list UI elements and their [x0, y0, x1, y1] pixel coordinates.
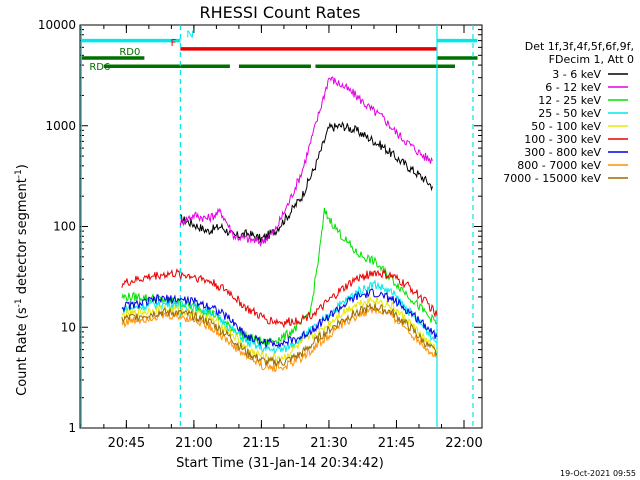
legend-entry-label: 800 - 7000 keV — [517, 159, 601, 172]
series-line — [121, 302, 438, 367]
vertical-markers — [80, 25, 474, 428]
x-tick-label: 20:45 — [108, 436, 145, 451]
y-axis-label-part-1: Count Rate (s — [15, 307, 30, 396]
y-tick-label: 100 — [53, 220, 76, 234]
state-bar-label-rd0: RD0 — [119, 47, 140, 58]
legend: Det 1f,3f,4f,5f,6f,9f, FDecim 1, Att 0 3… — [503, 40, 634, 185]
y-axis-label-part-3: ) — [15, 164, 30, 169]
y-axis-label-part-2: detector segment — [15, 178, 30, 298]
chart-title: RHESSI Count Rates — [200, 3, 361, 22]
data-series — [121, 76, 438, 373]
x-axis-label: Start Time (31-Jan-14 20:34:42) — [176, 456, 384, 471]
y-axis-label-sup-2: -1 — [14, 169, 24, 178]
legend-header-line-1: Det 1f,3f,4f,5f,6f,9f, — [525, 40, 634, 53]
series-line — [121, 268, 438, 329]
state-bars: NF RD0 RD6 — [81, 30, 478, 73]
state-bar-label-n: N — [186, 30, 193, 41]
series-line — [121, 288, 438, 349]
legend-entry-label: 3 - 6 keV — [552, 68, 601, 81]
x-tick-label: 21:30 — [310, 436, 347, 451]
y-axis-label: Count Rate (s-1 detector segment-1) — [14, 164, 30, 396]
legend-entry-label: 25 - 50 keV — [538, 107, 601, 120]
state-bar-label-rd6: RD6 — [89, 62, 110, 73]
legend-entry-label: 50 - 100 keV — [531, 120, 601, 133]
y-tick-label: 1000 — [45, 119, 76, 133]
x-tick-label: 21:00 — [175, 436, 212, 451]
x-tick-label: 21:45 — [378, 436, 415, 451]
legend-entry-label: 12 - 25 keV — [538, 94, 601, 107]
series-line — [179, 76, 433, 247]
y-tick-label: 10000 — [38, 18, 76, 32]
y-tick-label: 1 — [68, 421, 76, 435]
legend-entry-label: 300 - 800 keV — [524, 146, 601, 159]
legend-entry-label: 7000 - 15000 keV — [503, 172, 601, 185]
legend-entry-label: 6 - 12 keV — [545, 81, 601, 94]
state-bar-label-f: F — [171, 38, 177, 49]
y-tick-label: 10 — [61, 320, 76, 334]
series-line — [180, 121, 433, 243]
legend-entry-label: 100 - 300 keV — [524, 133, 601, 146]
x-tick-label: 22:00 — [445, 436, 482, 451]
y-axis-label-sup-1: -1 — [14, 298, 24, 307]
plot-timestamp: 19-Oct-2021 09:55 — [560, 469, 636, 478]
x-tick-label: 21:15 — [243, 436, 280, 451]
series-line — [121, 279, 438, 356]
legend-header-line-2: FDecim 1, Att 0 — [549, 53, 634, 66]
